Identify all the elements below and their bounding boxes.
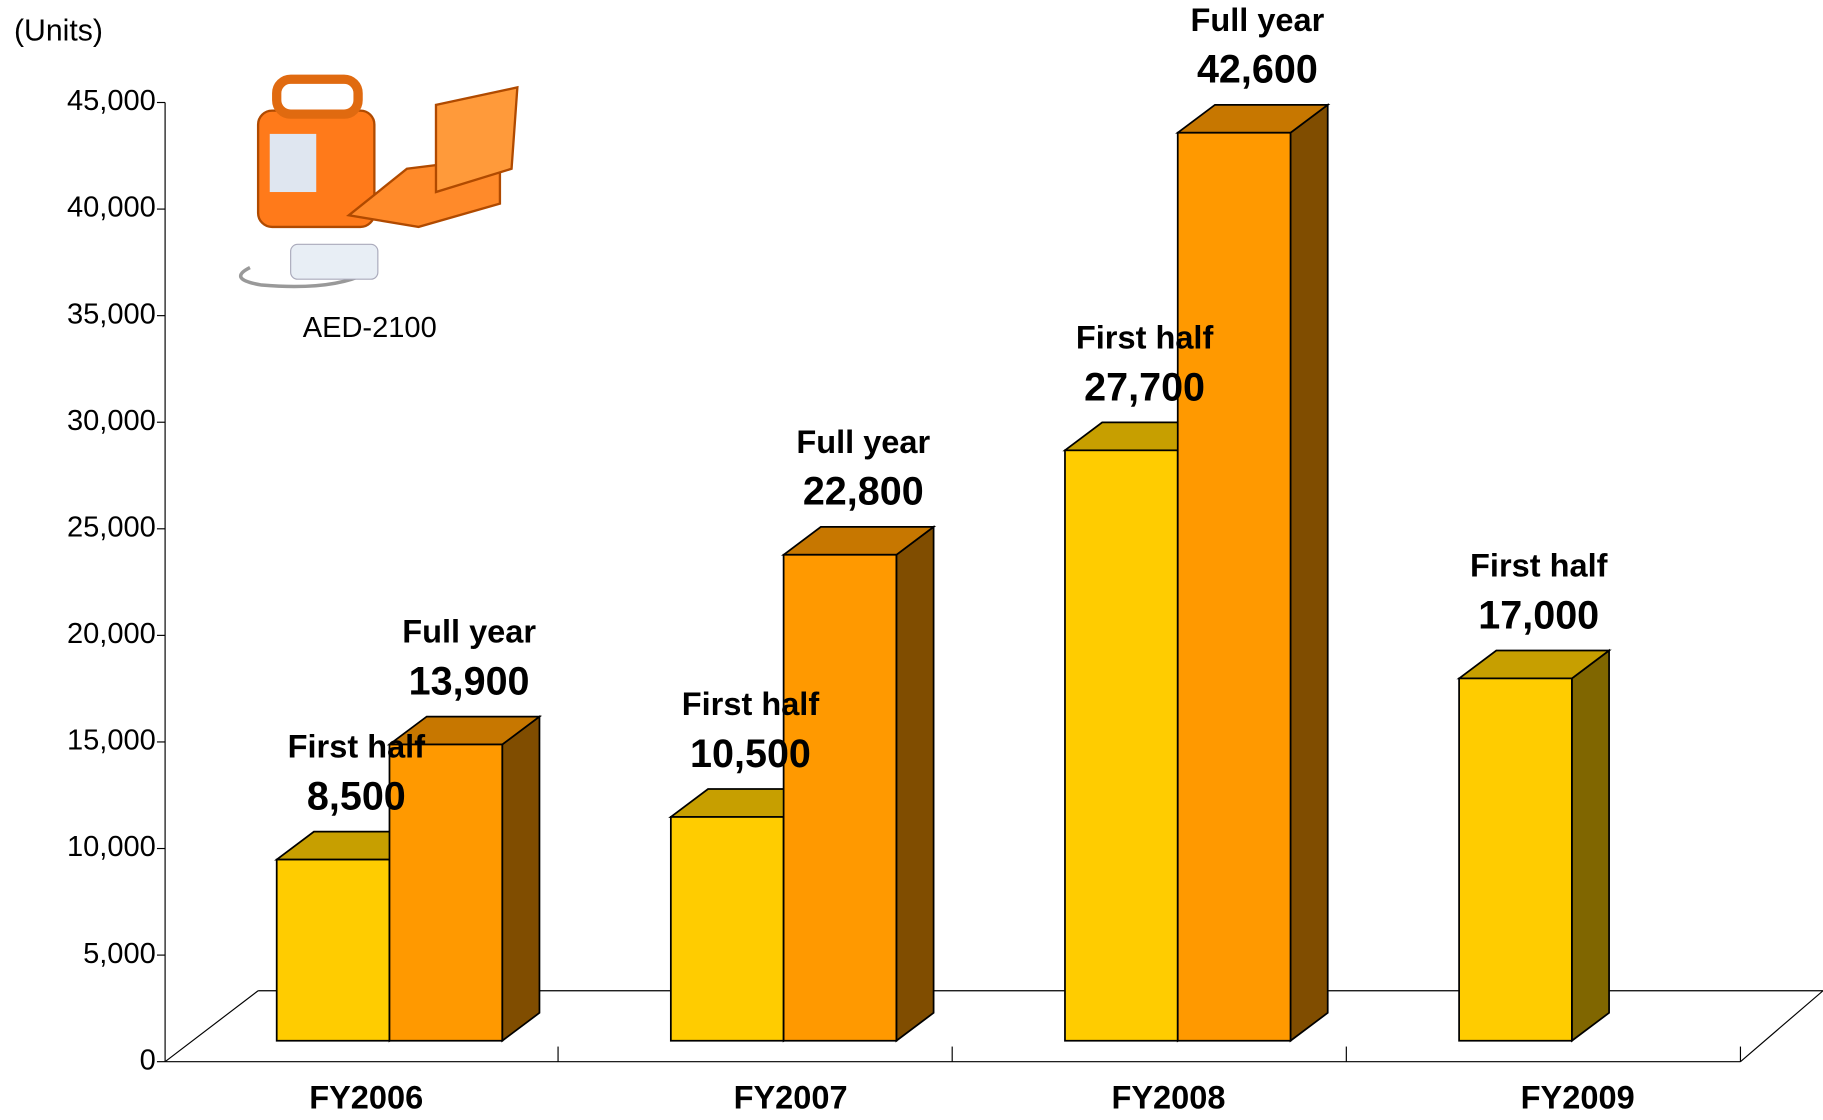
bar <box>669 816 785 1042</box>
bar <box>388 743 504 1042</box>
y-tick-label: 35,000 <box>67 298 156 330</box>
bar-side <box>895 525 935 1043</box>
y-tick-label: 20,000 <box>67 618 156 650</box>
x-tick-label: FY2009 <box>1521 1080 1635 1116</box>
y-tick-label: 30,000 <box>67 405 156 437</box>
y-tick-label: 0 <box>140 1044 156 1076</box>
bar-side <box>501 714 541 1043</box>
value-label: 8,500 <box>307 775 406 819</box>
bar-side <box>1571 648 1610 1043</box>
x-tick-label: FY2008 <box>1111 1080 1225 1116</box>
bar <box>782 553 898 1042</box>
value-label: 27,700 <box>1084 365 1205 409</box>
bar <box>275 858 391 1042</box>
bar <box>1176 131 1292 1042</box>
y-tick-label: 5,000 <box>83 938 156 970</box>
y-axis-label: (Units) <box>14 15 103 48</box>
series-label: First half <box>1470 548 1608 584</box>
value-label: 17,000 <box>1478 593 1599 637</box>
bar-side <box>1289 103 1329 1043</box>
annotation: AED-2100 <box>303 312 437 344</box>
y-tick-label: 15,000 <box>67 725 156 757</box>
product-image <box>238 74 519 289</box>
x-tick-label: FY2007 <box>734 1080 848 1116</box>
y-tick-label: 10,000 <box>67 831 156 863</box>
series-label: Full year <box>402 614 536 650</box>
bar <box>1064 449 1179 1042</box>
series-label: First half <box>1076 319 1214 355</box>
value-label: 42,600 <box>1197 48 1318 92</box>
series-label: Full year <box>796 424 930 460</box>
x-tick-label: FY2006 <box>309 1080 423 1116</box>
bar <box>1458 677 1573 1042</box>
y-tick-label: 25,000 <box>67 511 156 543</box>
value-label: 10,500 <box>690 732 811 776</box>
series-label: First half <box>288 729 426 765</box>
value-label: 13,900 <box>409 659 530 703</box>
series-label: First half <box>682 686 820 722</box>
series-label: Full year <box>1190 2 1324 38</box>
y-tick-label: 45,000 <box>67 85 156 117</box>
y-tick-label: 40,000 <box>67 192 156 224</box>
value-label: 22,800 <box>803 470 924 514</box>
